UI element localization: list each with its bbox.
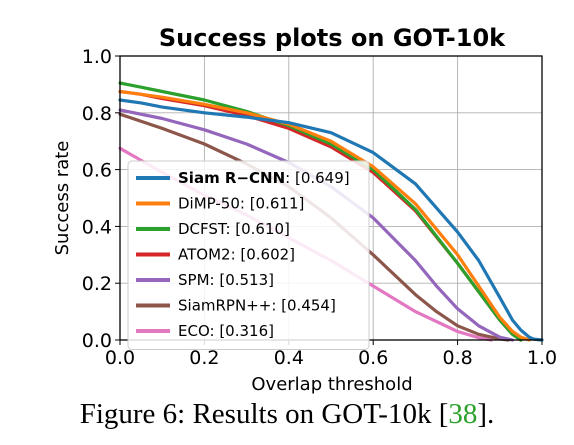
chart-title: Success plots on GOT-10k <box>159 24 506 52</box>
legend-series-score: : [0.513] <box>210 271 274 289</box>
y-tick-label: 1.0 <box>82 46 112 68</box>
caption-reference-link[interactable]: 38 <box>448 398 478 430</box>
axis-ticks: 0.0 0.2 0.4 0.6 0.8 1.0 0.0 0.2 0.4 0.6 0.8 1.0 <box>82 46 557 369</box>
y-tick-label: 0.2 <box>82 273 112 295</box>
legend-series-name: SPM <box>178 271 210 289</box>
series-line-siam-r-cnn <box>118 98 544 342</box>
legend-series-name: Siam R−CNN <box>178 169 285 187</box>
legend-series-name: DiMP-50 <box>178 195 240 213</box>
legend-entry-spm: SPM: [0.513] <box>178 271 274 289</box>
y-tick-label: 0.8 <box>82 103 112 125</box>
legend-series-score: : [0.602] <box>231 246 295 264</box>
series-line-dcfst <box>118 81 523 342</box>
y-axis-label: Success rate <box>52 141 73 256</box>
series-line-dimp-50 <box>118 89 531 342</box>
x-tick-label: 0.4 <box>274 347 304 369</box>
legend-entry-atom2: ATOM2: [0.602] <box>178 246 295 264</box>
x-tick-label: 0.8 <box>442 347 472 369</box>
legend-series-score: : [0.610] <box>225 220 289 238</box>
legend-series-score: : [0.316] <box>210 322 274 340</box>
legend-series-name: SiamRPN++ <box>178 297 271 315</box>
legend-series-name: ECO <box>178 322 210 340</box>
x-axis-label: Overlap threshold <box>251 374 412 395</box>
x-tick-label: 1.0 <box>527 347 557 369</box>
y-tick-label: 0.4 <box>82 216 112 238</box>
success-plot: Success plots on GOT-10k 0.0 0.2 0.4 0.6 0.8… <box>52 24 557 395</box>
figure-caption: Figure 6: Results on GOT-10k [38]. <box>0 398 574 431</box>
x-tick-label: 0.0 <box>105 347 135 369</box>
legend-series-name: DCFST <box>178 220 228 238</box>
x-tick-label: 0.2 <box>189 347 219 369</box>
y-tick-label: 0.0 <box>82 330 112 352</box>
legend-series-score: : [0.611] <box>240 195 304 213</box>
caption-suffix: ]. <box>477 398 495 430</box>
legend-entry-siam-r-cnn: Siam R−CNN: [0.649] <box>178 169 350 187</box>
legend-series-name: ATOM2 <box>178 246 231 264</box>
legend-entry-dcfst: DCFST: [0.610] <box>178 220 290 238</box>
legend-box <box>127 160 370 350</box>
legend: Siam R−CNN: [0.649] DiMP-50: [0.611] DCFST… <box>127 160 370 350</box>
x-tick-label: 0.6 <box>358 347 388 369</box>
series-line-spm <box>118 108 515 342</box>
legend-entry-dimp-50: DiMP-50: [0.611] <box>178 195 304 213</box>
caption-prefix: Figure 6: Results on GOT-10k [ <box>79 398 449 430</box>
y-tick-label: 0.6 <box>82 160 112 182</box>
legend-series-score: : [0.454] <box>271 297 335 315</box>
series-line-siamrpn <box>118 112 510 342</box>
legend-entry-siamrpn: SiamRPN++: [0.454] <box>178 297 336 315</box>
legend-series-score: : [0.649] <box>285 169 349 187</box>
legend-entry-eco: ECO: [0.316] <box>178 322 274 340</box>
